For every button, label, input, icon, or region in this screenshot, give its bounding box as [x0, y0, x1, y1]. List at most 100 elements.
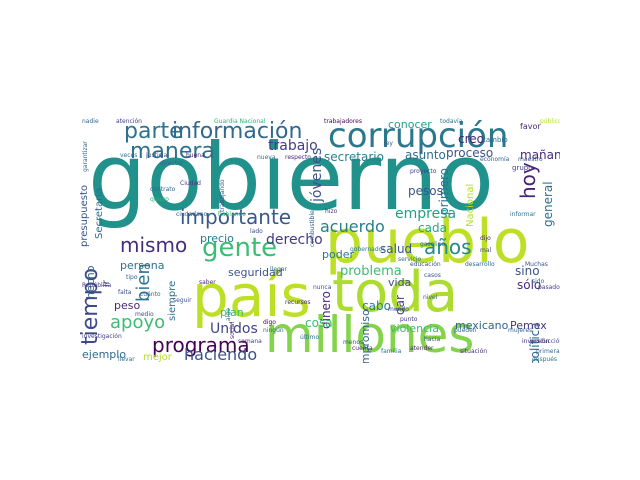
word-cambio: cambio [482, 136, 508, 144]
word-manana: mañana [520, 148, 560, 162]
word-mejor: mejor [143, 352, 172, 363]
word-gobierno: gobierno [88, 124, 495, 231]
word-programa: programa [152, 333, 250, 357]
word-inversion: inversión [522, 338, 550, 345]
word-primero: primero [437, 168, 451, 215]
word-mujeres: mujeres [508, 327, 533, 334]
word-ejemplo: ejemplo [82, 348, 127, 361]
word-trabajo: trabajo [268, 138, 318, 154]
word-unidos: Unidos [210, 321, 258, 337]
word-falta: falta [118, 289, 132, 296]
word-familia: familia [381, 348, 402, 355]
word-hablando: hablando [218, 211, 246, 218]
word-hizo: hizo [325, 208, 338, 215]
word-pueblo: pueblo [325, 207, 530, 277]
word-favor: favor [520, 122, 541, 131]
word-nunca: nunca [313, 284, 332, 291]
word-plan: plan [220, 306, 244, 319]
word-manera: manera [130, 139, 215, 164]
word-pasado: pasado [538, 284, 560, 291]
word-pemex: Pemex [510, 319, 547, 332]
word-algo: algo [225, 308, 232, 321]
word-investigacion: investigación [82, 333, 122, 340]
word-digo: digo [263, 319, 276, 326]
word-atender: atender [410, 345, 434, 352]
word-republica: República [82, 282, 112, 289]
word-veces: veces [120, 152, 138, 159]
word-haciendo: haciendo [184, 345, 258, 363]
word-problema: problema [340, 264, 402, 279]
word-trabajando: trabajando [219, 179, 226, 212]
word-saber: saber [199, 279, 216, 286]
word-gobernador: gobernador [350, 246, 385, 253]
word-toda: toda [332, 260, 459, 325]
word-sido: sido [532, 278, 545, 285]
word-punto: punto [400, 316, 418, 323]
word-corrupcion: corrupción [328, 117, 509, 156]
word-solo: sólo [517, 278, 542, 292]
word-ciudadano: ciudadano [176, 211, 208, 218]
word-grupo: grupo [512, 164, 533, 172]
word-presupuesto: presupuesto [80, 184, 90, 247]
word-cuanto: cuánto [140, 291, 161, 298]
word-asunto: asunto [405, 148, 446, 162]
word-recursos: recursos [285, 299, 311, 306]
word-acuerdo: acuerdo [320, 217, 385, 236]
word-economia: economía [480, 156, 510, 163]
word-cuenta: cuenta [352, 345, 373, 352]
word-conocer: conocer [388, 118, 432, 131]
word-millones: millones [265, 306, 475, 363]
word-buena: buena [186, 152, 205, 159]
word-garantizar: garantizar [82, 141, 89, 172]
word-secretaria: Secretaría [94, 187, 105, 239]
word-informacion: información [172, 119, 303, 144]
word-cosa: cosa [305, 316, 333, 330]
word-llegar: llegar [270, 266, 287, 273]
word-proyecto: proyecto [410, 168, 437, 175]
word-cloud: gobierno pueblo país toda millones corru… [80, 117, 560, 363]
word-maestro: maestro [518, 156, 543, 163]
word-atencion: atención [116, 118, 142, 125]
word-poder: poder [322, 248, 354, 261]
word-violencia: violencia [390, 322, 439, 335]
word-hacia: hacia [424, 336, 441, 343]
word-peso: peso [114, 299, 141, 312]
word-nivel: nivel [423, 294, 438, 301]
word-mismo: mismo [120, 233, 188, 257]
word-semana: semana [238, 338, 262, 345]
word-derecho: derecho [266, 232, 323, 248]
word-produccion: producción [530, 338, 560, 345]
word-nueva: nueva [257, 154, 276, 161]
word-medio: medio [135, 311, 154, 318]
word-seguir: seguir [173, 297, 192, 304]
word-menos: menos [343, 339, 364, 346]
word-guardia-nacional: Guardia Nacional [214, 118, 266, 125]
word-mundo: mundo [388, 306, 409, 313]
word-muchas: Muchas [525, 261, 548, 268]
word-director: director [160, 160, 184, 167]
word-combustible: combustible [309, 210, 316, 247]
word-primera: primera [536, 348, 560, 355]
word-sino: sino [515, 264, 540, 278]
word-justicia: justicia [146, 152, 168, 159]
word-educacion: educación [410, 261, 441, 268]
word-contrato: contrato [150, 186, 176, 193]
word-servicio: servicio [398, 256, 422, 263]
word-tipo: tipo [126, 274, 138, 281]
word-jovenes: jóvenes [309, 147, 325, 202]
word-lado: lado [250, 228, 263, 235]
word-social: social [229, 321, 236, 339]
word-despues: después [532, 356, 558, 363]
word-ningun: ningún [263, 327, 284, 334]
word-vida: vida [388, 276, 412, 289]
word-trabajadores: trabajadores [324, 118, 362, 125]
word-publico: público [540, 118, 560, 125]
word-mexicano: mexicano [455, 319, 509, 332]
word-gente: gente [202, 233, 278, 263]
word-precio: precio [200, 232, 234, 245]
word-respecto: respecto [285, 154, 311, 161]
word-general: general [541, 181, 555, 227]
word-anos: años [424, 235, 472, 259]
word-pesos: pesos [408, 184, 443, 198]
word-quiero: quiero [150, 196, 169, 203]
